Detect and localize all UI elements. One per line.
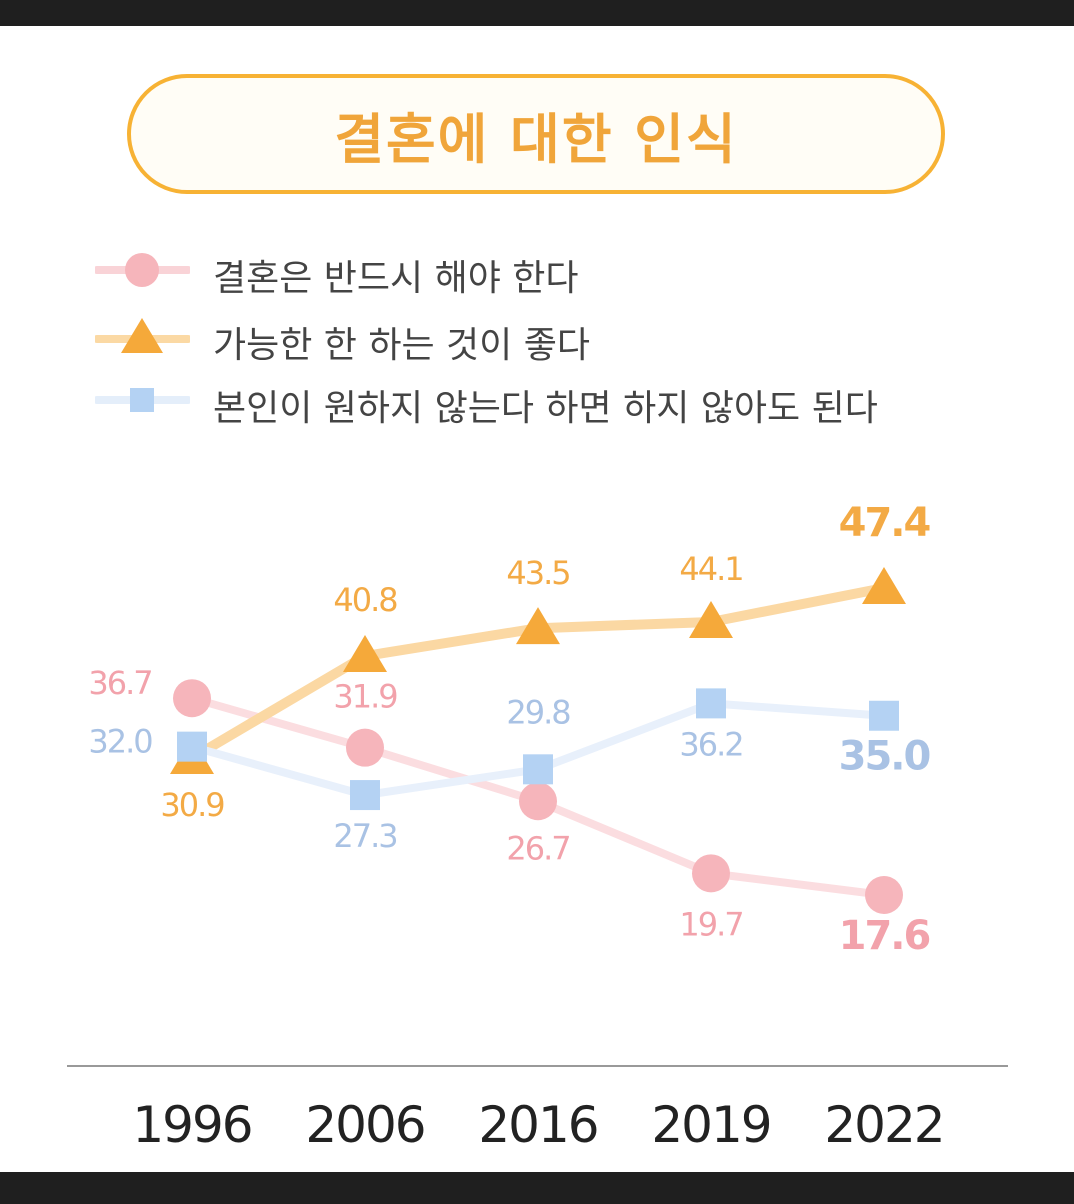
value-label-optional-1996: 32.0 [88,723,152,761]
value-label-better-1996: 30.9 [160,786,224,824]
value-label-must-2016: 26.7 [506,829,569,867]
legend-triangle-icon [95,318,190,353]
point-optional-2006 [350,780,380,811]
value-label-better-2022: 47.4 [839,500,930,546]
x-tick-label-2006: 2006 [305,1096,424,1154]
value-label-optional-2016: 29.8 [506,693,570,731]
point-must-2016 [519,782,557,821]
legend-item-better: 가능한 한 하는 것이 좋다 [95,312,995,366]
point-better-2019 [689,600,733,638]
chart-title: 결혼에 대한 인식 [334,107,738,171]
point-must-2006 [346,728,384,767]
value-label-better-2019: 44.1 [679,550,742,588]
point-optional-1996 [177,731,207,762]
legend-item-must: 결혼은 반드시 해야 한다 [95,245,995,299]
x-tick-label-2019: 2019 [651,1096,770,1154]
value-label-optional-2006: 27.3 [333,817,396,855]
point-must-2022 [865,876,903,914]
x-tick-label-2016: 2016 [478,1096,597,1154]
value-label-better-2016: 43.5 [506,554,569,592]
point-better-2006 [343,634,387,672]
legend-item-optional: 본인이 원하지 않는다 하면 하지 않아도 된다 [95,375,995,429]
x-tick-label-1996: 1996 [132,1096,251,1154]
value-label-must-2006: 31.9 [333,678,397,716]
legend-square-icon [95,388,190,412]
point-better-2016 [516,607,560,645]
x-tick-label-2022: 2022 [824,1096,943,1154]
legend-label-better: 가능한 한 하는 것이 좋다 [213,325,590,366]
chart-title-box: 결혼에 대한 인식 [127,74,945,194]
legend-label-optional: 본인이 원하지 않는다 하면 하지 않아도 된다 [213,388,878,429]
value-label-optional-2022: 35.0 [839,734,930,780]
value-label-must-1996: 36.7 [88,664,151,702]
point-must-1996 [173,679,211,718]
value-label-must-2022: 17.6 [839,913,930,959]
value-label-optional-2019: 36.2 [679,725,742,763]
value-label-must-2019: 19.7 [679,905,742,943]
point-must-2019 [692,854,730,893]
legend-circle-icon [95,253,190,287]
point-optional-2022 [869,700,899,731]
legend-label-must: 결혼은 반드시 해야 한다 [213,258,579,299]
point-better-2022 [862,567,906,604]
value-label-better-2006: 40.8 [333,581,397,619]
point-optional-2019 [696,688,726,719]
point-optional-2016 [523,754,553,785]
